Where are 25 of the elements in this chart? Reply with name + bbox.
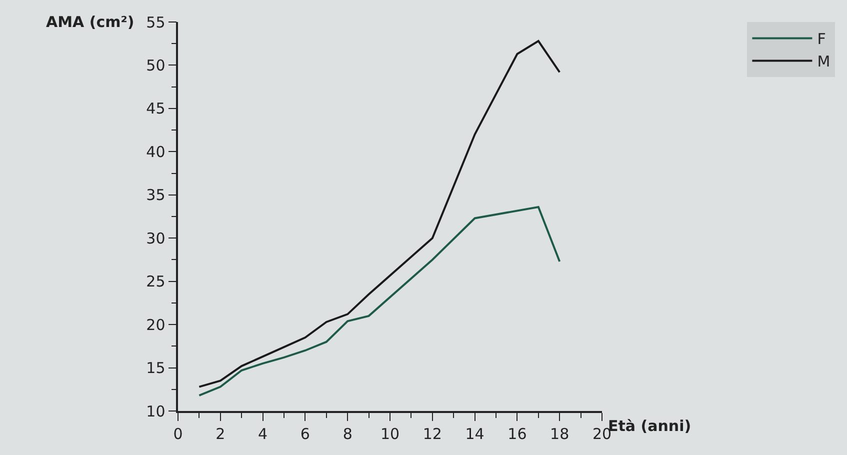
y-tick-label: 55: [146, 13, 166, 32]
x-tick-label: 16: [508, 424, 527, 443]
x-tick-label: 14: [465, 424, 484, 443]
line-series: [198, 206, 561, 396]
x-tick-label: 8: [342, 424, 352, 443]
legend-label: M: [817, 52, 830, 71]
x-tick-label: 2: [216, 424, 226, 443]
y-tick-label: 30: [146, 229, 166, 248]
x-tick-label: 12: [422, 424, 442, 443]
line-series: [198, 40, 561, 388]
x-tick-label: 18: [550, 424, 570, 443]
y-tick-label: 40: [146, 142, 166, 161]
y-axis-title: AMA (cm²): [46, 13, 134, 31]
x-tick-label: 10: [380, 424, 400, 443]
y-tick-label: 15: [146, 359, 166, 378]
y-tick-label: 35: [146, 186, 166, 204]
legend-label: F: [817, 30, 826, 48]
x-tick-label: 0: [173, 424, 183, 443]
y-tick-label: 50: [146, 56, 166, 74]
x-tick-label: 4: [258, 424, 268, 443]
y-tick-label: 20: [146, 316, 166, 334]
y-tick-label: 10: [146, 402, 166, 420]
x-tick-label: 6: [300, 424, 310, 443]
y-tick-label: 45: [146, 100, 166, 118]
y-tick-label: 25: [146, 272, 166, 291]
